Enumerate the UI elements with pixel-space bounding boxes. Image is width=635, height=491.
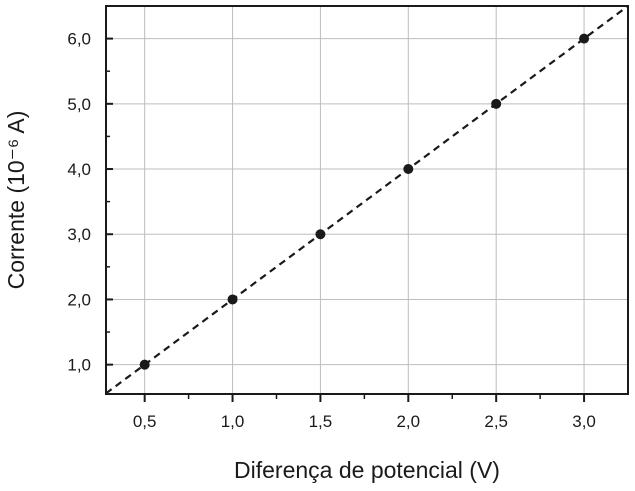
y-tick-labels: 1,0 2,0 3,0 4,0 5,0 6,0	[67, 30, 91, 375]
fit-line	[105, 5, 629, 395]
x-tick-label: 1,0	[221, 412, 245, 431]
x-tick-label: 3,0	[572, 412, 596, 431]
y-tick-label: 4,0	[67, 160, 91, 179]
y-tick-label: 1,0	[67, 356, 91, 375]
fit-line-group	[105, 5, 629, 395]
x-tick-label: 2,5	[484, 412, 508, 431]
x-tick-label: 2,0	[396, 412, 420, 431]
x-tick-label: 1,5	[309, 412, 333, 431]
x-tick-label: 0,5	[133, 412, 157, 431]
data-point	[315, 229, 326, 240]
grid	[106, 6, 628, 394]
data-point	[139, 359, 150, 370]
y-tick-label: 6,0	[67, 30, 91, 49]
data-points	[139, 33, 590, 370]
x-tick-labels: 0,5 1,0 1,5 2,0 2,5 3,0	[133, 412, 596, 431]
minor-ticks	[106, 37, 586, 402]
data-point	[491, 98, 502, 109]
plot-frame	[105, 5, 629, 395]
data-point	[227, 294, 238, 305]
x-axis-title: Diferença de potencial (V)	[234, 457, 500, 483]
y-axis-title: Corrente (10⁻⁶ A)	[3, 111, 29, 290]
data-point	[579, 33, 590, 44]
y-tick-label: 3,0	[67, 225, 91, 244]
y-tick-label: 2,0	[67, 290, 91, 309]
y-tick-label: 5,0	[67, 95, 91, 114]
data-point	[403, 164, 414, 175]
